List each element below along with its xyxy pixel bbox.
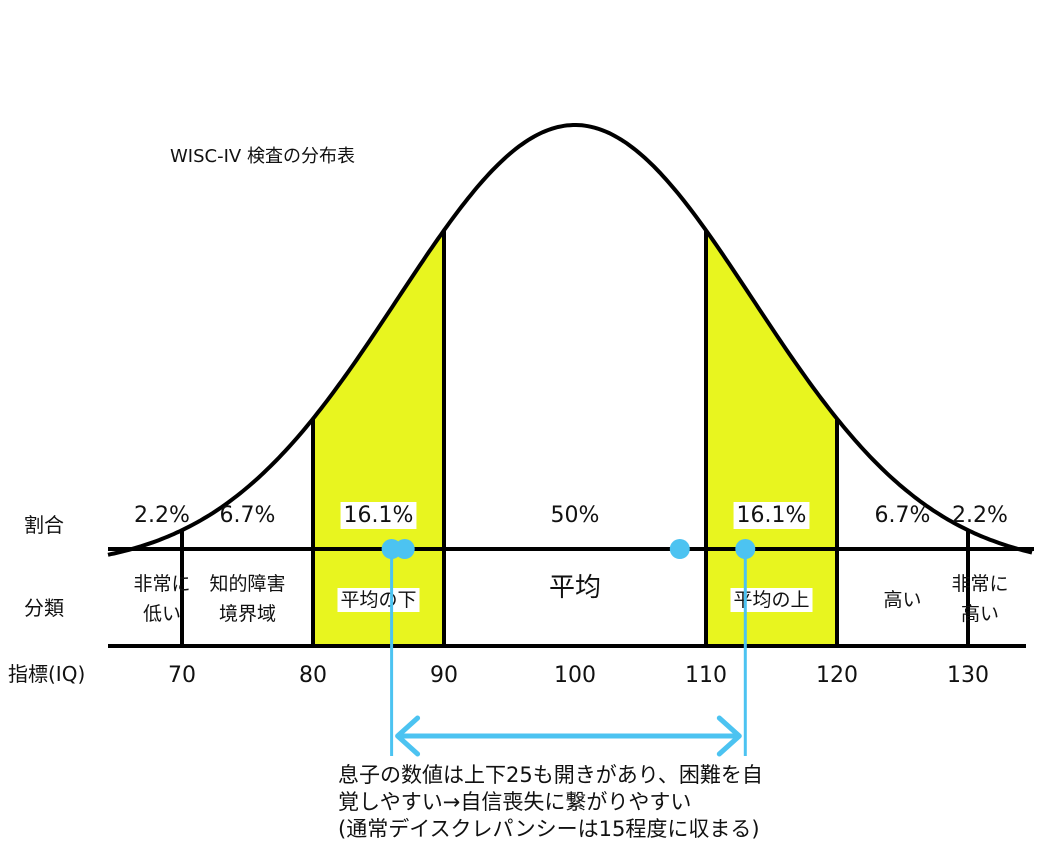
iq-tick-100: 100 [554, 663, 596, 688]
band-class-2-line1: 知的障害 [209, 573, 285, 595]
row-label-classification: 分類 [24, 596, 64, 620]
band-class-7-line1: 非常に [951, 573, 1008, 595]
band-percent-5: 16.1% [737, 503, 807, 528]
note-line-1: 息子の数値は上下25も開きがあり、困難を自 [338, 763, 763, 787]
band-class-5-line1: 平均の上 [733, 589, 809, 611]
band-percent-bg-3 [340, 502, 417, 529]
band-percent-1: 2.2% [134, 503, 190, 528]
iq-tick-110: 110 [685, 663, 727, 688]
band-percent-bg-5 [733, 502, 810, 529]
note-line-2: 覚しやすい→自信喪失に繋がりやすい [338, 790, 692, 814]
band-percent-4: 50% [551, 503, 600, 528]
band-class-1-line1: 非常に [133, 573, 190, 595]
iq-tick-80: 80 [299, 663, 327, 688]
right-arrowhead-icon [716, 715, 742, 757]
row-label-index: 指標(IQ) [8, 662, 85, 686]
diagram-title: WISC-IV 検査の分布表 [170, 146, 355, 167]
iq-tick-70: 70 [168, 663, 196, 688]
band-percent-7: 2.2% [952, 503, 1008, 528]
left-arrowhead-icon [395, 715, 421, 757]
iq-tick-90: 90 [430, 663, 458, 688]
below-average-fill [313, 230, 444, 550]
band-percent-2: 6.7% [220, 503, 276, 528]
note-line-3: (通常デイスクレパンシーは15程度に収まる) [338, 817, 760, 841]
iq-tick-120: 120 [816, 663, 858, 688]
bell-curve [107, 123, 1033, 557]
score-marker-3 [669, 539, 690, 559]
band-class-bg-3 [337, 588, 420, 612]
score-marker-2 [394, 539, 415, 559]
annotation-note: 息子の数値は上下25も開きがあり、困難を自 覚しやすい→自信喪失に繋がりやすい … [338, 762, 1038, 843]
iq-tick-130: 130 [947, 663, 989, 688]
band-class-6-line1: 高い [883, 589, 921, 611]
band-class-1-line2: 低い [143, 603, 181, 625]
band-class-7-line2: 高い [961, 603, 999, 625]
band-percent-6: 6.7% [875, 503, 931, 528]
above-average-fill [706, 230, 837, 550]
band-percent-3: 16.1% [344, 503, 414, 528]
row-label-ratio: 割合 [24, 513, 64, 537]
band-class-3-line1: 平均の下 [340, 589, 416, 611]
band-class-4-line1: 平均 [549, 573, 601, 603]
band-class-2-line2: 境界域 [219, 603, 276, 625]
